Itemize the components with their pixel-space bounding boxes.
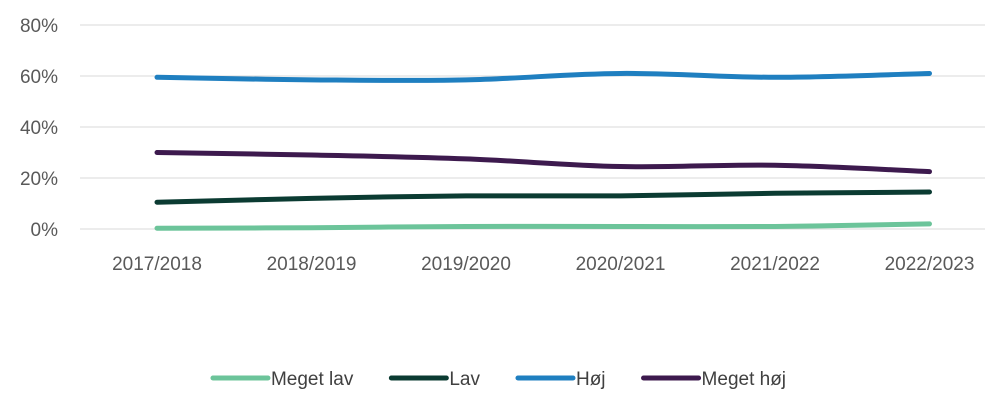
x-axis-ticks: 2017/2018 2018/2019 2019/2020 2020/2021 2021… xyxy=(112,254,974,275)
x-tick-label: 2022/2023 xyxy=(885,254,975,275)
y-tick-label: 20% xyxy=(20,169,58,190)
y-axis-ticks: 0% 20% 40% 60% 80% xyxy=(20,16,58,241)
y-tick-label: 40% xyxy=(20,118,58,139)
legend-label: Lav xyxy=(449,369,480,390)
series-line-0 xyxy=(154,221,932,231)
x-tick-label: 2021/2022 xyxy=(730,254,820,275)
legend-label: Høj xyxy=(576,369,606,390)
series-line-3 xyxy=(154,150,932,175)
x-tick-label: 2020/2021 xyxy=(576,254,666,275)
legend: Meget lav Lav Høj Meget høj xyxy=(210,369,786,390)
y-tick-label: 80% xyxy=(20,16,58,37)
series-line-2 xyxy=(154,70,932,83)
y-tick-label: 60% xyxy=(20,67,58,88)
x-tick-label: 2017/2018 xyxy=(112,254,202,275)
series-lines xyxy=(154,70,932,231)
x-tick-label: 2019/2020 xyxy=(421,254,511,275)
legend-label: Meget høj xyxy=(702,369,786,390)
y-tick-label: 0% xyxy=(31,220,59,241)
x-tick-label: 2018/2019 xyxy=(267,254,357,275)
legend-label: Meget lav xyxy=(271,369,354,390)
series-line-1 xyxy=(154,189,932,205)
